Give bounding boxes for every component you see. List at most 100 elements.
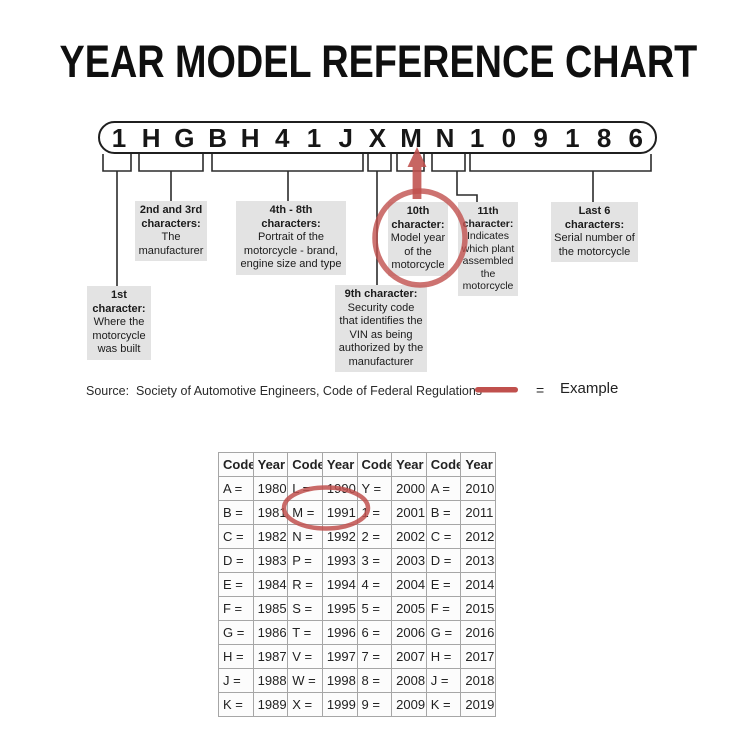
table-column-header: Code <box>425 452 462 477</box>
callout-heading: 11th character: <box>462 205 514 230</box>
table-body: A = 1980 L = 1990 Y = 2000 A = 2010 B = 1981 M = 19… <box>218 476 496 717</box>
year-cell: 1995 <box>321 596 358 621</box>
table-row: H = 1987 V = 1997 7 = 2007 H = 2017 <box>218 644 496 669</box>
code-cell: M = <box>287 500 323 525</box>
bracket-9th <box>367 154 392 172</box>
callout-heading: 4th - 8th characters: <box>261 204 321 230</box>
example-arrow-icon <box>407 147 427 199</box>
code-cell: 6 = <box>356 620 393 645</box>
table-row: A = 1980 L = 1990 Y = 2000 A = 2010 <box>218 476 496 501</box>
year-cell: 1980 <box>252 476 289 501</box>
code-cell: K = <box>425 692 462 717</box>
vin-character: 8 <box>596 122 612 153</box>
code-cell: 9 = <box>356 692 393 717</box>
callout-body: The manufacturer <box>138 231 204 257</box>
code-cell: V = <box>287 644 323 669</box>
code-cell: 3 = <box>356 548 393 573</box>
table-header-row: Code Year Code Year Code Year Code Year <box>218 452 496 477</box>
table-row: B = 1981 M = 1991 1 = 2001 B = 2011 <box>218 500 496 525</box>
table-column-header: Year <box>252 452 289 477</box>
code-cell: 7 = <box>356 644 393 669</box>
code-cell: B = <box>218 500 254 525</box>
callout-heading: Last 6 characters: <box>564 205 625 231</box>
callout-body: Portrait of the motorcycle - brand, engi… <box>240 231 342 270</box>
year-cell: 1990 <box>321 476 358 501</box>
code-cell: H = <box>218 644 254 669</box>
vin-character: 9 <box>533 122 548 153</box>
callout-heading: 1st character: <box>92 289 146 315</box>
table-column-header: Code <box>218 452 254 477</box>
year-cell: 1982 <box>252 524 289 549</box>
year-cell: 2013 <box>460 548 496 573</box>
bracket-1st <box>102 154 132 172</box>
callout-9th-character: 9th character: Security code that identi… <box>335 285 427 372</box>
year-cell: 2009 <box>391 692 427 717</box>
code-cell: D = <box>425 548 462 573</box>
year-cell: 2012 <box>460 524 496 549</box>
year-cell: 2011 <box>460 500 496 525</box>
bracket-last-6 <box>469 154 652 172</box>
code-cell: G = <box>425 620 462 645</box>
year-cell: 1983 <box>252 548 289 573</box>
vin-character: 1 <box>469 122 485 153</box>
year-cell: 1986 <box>252 620 289 645</box>
code-cell: 2 = <box>356 524 393 549</box>
legend-example-label: Example <box>560 380 619 397</box>
code-cell: J = <box>218 668 254 693</box>
year-cell: 1988 <box>252 668 289 693</box>
page-title: YEAR MODEL REFERENCE CHART <box>59 36 698 87</box>
year-cell: 2005 <box>391 596 427 621</box>
bracket-2nd-3rd <box>138 154 204 172</box>
code-cell: E = <box>218 572 254 597</box>
year-cell: 1985 <box>252 596 289 621</box>
year-cell: 1981 <box>252 500 289 525</box>
code-cell: 4 = <box>356 572 393 597</box>
callout-11th-character: 11th character: Indicates which plant as… <box>458 202 518 296</box>
year-cell: 1999 <box>321 692 358 717</box>
bracket-10th <box>396 154 425 172</box>
table-row: F = 1985 S = 1995 5 = 2005 F = 2015 <box>218 596 496 621</box>
callout-heading: 2nd and 3rd characters: <box>139 204 203 230</box>
callout-2nd-3rd-characters: 2nd and 3rd characters: The manufacturer <box>135 201 207 261</box>
table-row: C = 1982 N = 1992 2 = 2002 C = 2012 <box>218 524 496 549</box>
year-cell: 1998 <box>321 668 358 693</box>
vin-character: M <box>400 122 422 153</box>
code-cell: L = <box>287 476 323 501</box>
code-cell: W = <box>287 668 323 693</box>
year-cell: 2016 <box>460 620 496 645</box>
vin-character: 1 <box>111 122 127 153</box>
table-row: E = 1984 R = 1994 4 = 2004 E = 2014 <box>218 572 496 597</box>
bracket-11th <box>431 154 466 172</box>
year-cell: 2018 <box>460 668 496 693</box>
year-cell: 2003 <box>391 548 427 573</box>
code-cell: D = <box>218 548 254 573</box>
code-cell: A = <box>218 476 254 501</box>
year-cell: 2007 <box>391 644 427 669</box>
vin-character: 1 <box>306 122 322 153</box>
year-cell: 1994 <box>321 572 358 597</box>
callout-last-6-characters: Last 6 characters: Serial number of the … <box>551 202 638 262</box>
code-cell: K = <box>218 692 254 717</box>
code-cell: B = <box>425 500 462 525</box>
vin-character: 1 <box>565 122 580 153</box>
vin-character: 6 <box>628 122 644 153</box>
code-cell: P = <box>287 548 323 573</box>
year-cell: 1993 <box>321 548 358 573</box>
vin-character: X <box>368 122 387 153</box>
code-cell: H = <box>425 644 462 669</box>
callout-body: Serial number of the motorcycle <box>554 232 635 258</box>
code-cell: R = <box>287 572 323 597</box>
year-cell: 1992 <box>321 524 358 549</box>
code-cell: F = <box>218 596 254 621</box>
callout-1st-character: 1st character: Where the motorcycle was … <box>87 286 151 360</box>
callout-body: Indicates which plant assembled the moto… <box>461 230 515 292</box>
code-cell: 5 = <box>356 596 393 621</box>
callout-heading: 9th character: <box>344 288 418 300</box>
year-cell: 2006 <box>391 620 427 645</box>
code-cell: C = <box>218 524 254 549</box>
code-cell: J = <box>425 668 462 693</box>
vin-character: B <box>208 122 227 153</box>
code-cell: X = <box>287 692 323 717</box>
